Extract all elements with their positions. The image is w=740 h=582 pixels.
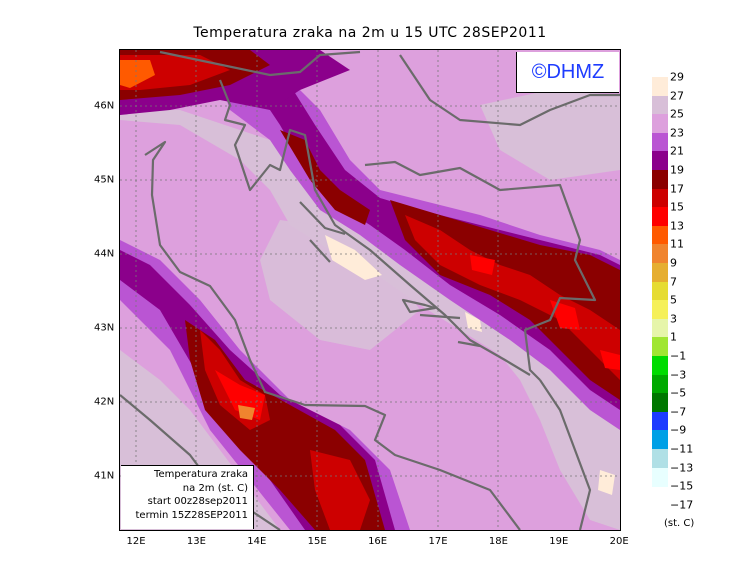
map-title: Temperatura zraka na 2m u 15 UTC 28SEP20… [193, 25, 547, 41]
legend-swatch [652, 411, 668, 431]
legend-label: 3 [670, 312, 677, 326]
legend-swatch [652, 281, 668, 301]
legend-swatch [652, 374, 668, 394]
legend-label: 21 [670, 144, 684, 158]
graticule [120, 50, 620, 530]
legend-swatch [652, 337, 668, 357]
legend-label: 9 [670, 256, 677, 270]
y-tick-label: 42N [94, 396, 115, 408]
legend-label: 1 [670, 330, 677, 344]
y-tick-label: 41N [94, 470, 115, 482]
legend-swatch [652, 151, 668, 171]
legend-units: (st. C) [664, 518, 695, 529]
legend-swatch [652, 393, 668, 413]
x-tick-label: 19E [549, 536, 569, 547]
legend-swatch [652, 170, 668, 190]
y-tick-label: 43N [94, 322, 115, 334]
legend-label: −11 [670, 442, 694, 456]
legend-label: 7 [670, 275, 677, 289]
info-box: Temperatura zraka na 2m (st. C) start 00… [121, 465, 254, 529]
legend-label: 29 [670, 70, 684, 84]
legend-swatch [652, 356, 668, 376]
legend-label: 11 [670, 237, 684, 251]
legend-label: −9 [670, 423, 687, 437]
legend-swatch [652, 225, 668, 245]
legend-label: −3 [670, 368, 687, 382]
x-tick-label: 16E [368, 536, 388, 547]
legend-label: 15 [670, 200, 684, 214]
dhmz-logo: ©DHMZ [516, 52, 619, 93]
legend-swatch [652, 430, 668, 450]
legend-label: 13 [670, 219, 684, 233]
legend-label: −13 [670, 461, 694, 475]
y-tick-label: 45N [94, 174, 115, 186]
legend-label: 23 [670, 126, 684, 140]
legend-label: −15 [670, 479, 694, 493]
x-tick-label: 13E [186, 536, 206, 547]
legend-swatch [652, 244, 668, 264]
legend-label: 27 [670, 89, 684, 103]
info-line: termin 15Z28SEP2011 [135, 509, 249, 521]
legend-swatch [652, 114, 668, 134]
legend-swatch [652, 318, 668, 338]
legend-label: −7 [670, 405, 687, 419]
legend-swatch [652, 300, 668, 320]
legend-label: 5 [670, 293, 677, 307]
x-tick-label: 17E [428, 536, 448, 547]
legend-swatch [652, 467, 668, 487]
legend-swatch [652, 263, 668, 283]
x-tick-label: 20E [609, 536, 629, 547]
legend-swatch [652, 207, 668, 227]
x-tick-label: 18E [488, 536, 508, 547]
legend-label: −5 [670, 386, 687, 400]
legend-label: 25 [670, 107, 684, 121]
legend-label: −17 [670, 498, 694, 512]
info-line: na 2m (st. C) [182, 482, 248, 494]
legend-label: 19 [670, 163, 684, 177]
legend-label: −1 [670, 349, 687, 363]
legend-swatch [652, 132, 668, 152]
info-line: start 00z28sep2011 [147, 496, 248, 508]
x-tick-label: 15E [307, 536, 327, 547]
x-tick-label: 14E [247, 536, 267, 547]
y-tick-label: 44N [94, 248, 115, 260]
legend-label: 17 [670, 182, 684, 196]
legend-swatch [652, 77, 668, 97]
x-tick-label: 12E [126, 536, 146, 547]
legend-swatch [652, 95, 668, 115]
temperature-map [120, 50, 620, 530]
info-line: Temperatura zraka [154, 469, 248, 480]
coastlines [120, 50, 620, 530]
legend-swatch [652, 188, 668, 208]
legend-swatch [652, 449, 668, 469]
y-tick-label: 46N [94, 100, 115, 112]
